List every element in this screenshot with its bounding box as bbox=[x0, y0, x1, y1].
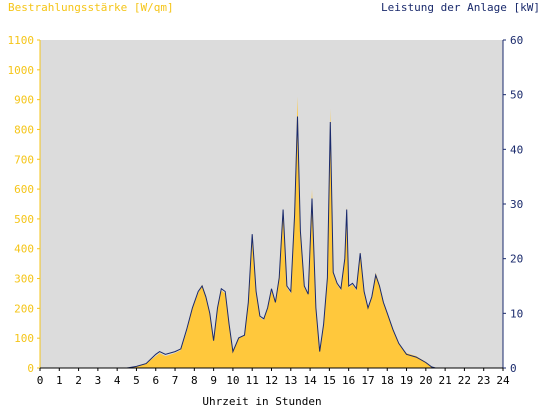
x-tick-label: 20 bbox=[419, 374, 432, 387]
x-tick-label: 3 bbox=[95, 374, 102, 387]
x-tick-label: 14 bbox=[303, 374, 317, 387]
x-tick-label: 19 bbox=[400, 374, 413, 387]
right-tick-label: 20 bbox=[510, 253, 523, 266]
x-tick-label: 22 bbox=[458, 374, 471, 387]
x-tick-label: 13 bbox=[284, 374, 297, 387]
right-tick-label: 0 bbox=[510, 362, 517, 375]
left-tick-label: 300 bbox=[14, 273, 34, 286]
x-tick-label: 15 bbox=[323, 374, 336, 387]
left-tick-label: 1100 bbox=[8, 34, 35, 47]
left-tick-label: 700 bbox=[14, 153, 34, 166]
left-tick-label: 1000 bbox=[8, 64, 35, 77]
right-tick-label: 40 bbox=[510, 143, 523, 156]
power-line bbox=[40, 116, 503, 369]
x-tick-label: 6 bbox=[152, 374, 159, 387]
x-axis-title: Uhrzeit in Stunden bbox=[202, 395, 321, 408]
x-tick-label: 17 bbox=[361, 374, 374, 387]
left-tick-label: 600 bbox=[14, 183, 34, 196]
right-tick-label: 10 bbox=[510, 307, 523, 320]
irradiance-area bbox=[40, 96, 503, 368]
left-tick-label: 100 bbox=[14, 332, 34, 345]
left-tick-label: 200 bbox=[14, 302, 34, 315]
x-tick-label: 16 bbox=[342, 374, 355, 387]
x-tick-label: 18 bbox=[381, 374, 394, 387]
left-tick-label: 400 bbox=[14, 243, 34, 256]
x-tick-label: 12 bbox=[265, 374, 278, 387]
x-tick-label: 4 bbox=[114, 374, 121, 387]
x-tick-label: 21 bbox=[439, 374, 452, 387]
x-tick-label: 5 bbox=[133, 374, 140, 387]
left-axis-title: Bestrahlungsstärke [W/qm] bbox=[8, 1, 174, 14]
x-tick-label: 11 bbox=[246, 374, 259, 387]
x-tick-label: 0 bbox=[37, 374, 44, 387]
x-tick-label: 23 bbox=[477, 374, 490, 387]
left-tick-label: 900 bbox=[14, 94, 34, 107]
x-axis-ticks: 0 1 2 3 4 5 6 7 8 9 10 11 12 13 14 15 16 17 18 19 20 21 22 23 24 bbox=[37, 368, 510, 387]
left-tick-label: 500 bbox=[14, 213, 34, 226]
x-tick-label: 24 bbox=[496, 374, 510, 387]
left-axis-ticks: 0 100 200 300 400 500 600 700 800 900 1000 1100 bbox=[8, 34, 40, 375]
right-tick-label: 30 bbox=[510, 198, 523, 211]
x-tick-label: 2 bbox=[75, 374, 82, 387]
left-tick-label: 0 bbox=[27, 362, 34, 375]
right-tick-label: 60 bbox=[510, 34, 523, 47]
right-axis-title: Leistung der Anlage [kW] bbox=[381, 1, 540, 14]
x-tick-label: 9 bbox=[210, 374, 217, 387]
x-tick-label: 1 bbox=[56, 374, 63, 387]
left-tick-label: 800 bbox=[14, 123, 34, 136]
x-tick-label: 8 bbox=[191, 374, 198, 387]
x-tick-label: 7 bbox=[172, 374, 179, 387]
right-tick-label: 50 bbox=[510, 89, 523, 102]
right-axis-ticks: 0 10 20 30 40 50 60 bbox=[503, 34, 523, 375]
x-tick-label: 10 bbox=[226, 374, 239, 387]
